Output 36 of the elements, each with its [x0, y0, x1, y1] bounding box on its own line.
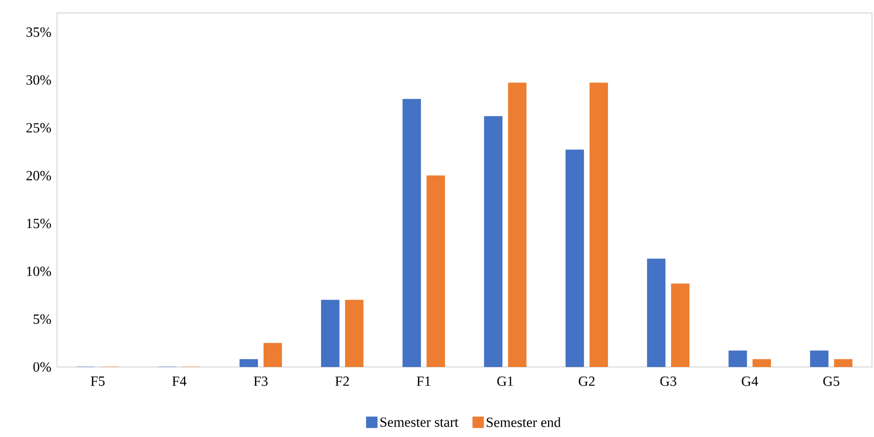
x-tick-label: G5 — [823, 376, 840, 386]
x-tick-label: G4 — [742, 376, 758, 386]
bar — [264, 342, 282, 367]
bar — [671, 284, 690, 367]
bar — [728, 350, 747, 367]
bar — [484, 116, 502, 367]
bar — [810, 350, 828, 367]
x-tick-label: F2 — [335, 376, 349, 386]
x-tick-label: F5 — [90, 376, 105, 386]
legend-label: Semester end — [486, 417, 561, 428]
x-tick-label: F4 — [172, 376, 186, 386]
bar — [566, 150, 584, 367]
y-tick-label: 5% — [34, 314, 51, 324]
bar — [508, 82, 526, 367]
y-tick-label: 0% — [33, 362, 51, 372]
bar — [240, 359, 258, 367]
x-tick-label: G3 — [660, 376, 676, 386]
x-tick-label: F1 — [416, 376, 430, 386]
y-tick-label: 20% — [26, 170, 51, 180]
bar — [345, 300, 364, 367]
bar — [590, 82, 608, 367]
y-tick-label: 15% — [27, 218, 51, 228]
x-tick-label: G1 — [497, 376, 513, 386]
bar — [321, 300, 340, 367]
y-tick-label: 30% — [26, 75, 51, 85]
bar — [402, 98, 421, 367]
bar — [834, 359, 852, 367]
y-tick-label: 10% — [27, 266, 51, 276]
x-tick-label: G2 — [578, 376, 595, 386]
y-tick-label: 35% — [26, 27, 51, 37]
y-tick-label: 25% — [26, 123, 51, 133]
bar — [752, 359, 771, 367]
legend-label: Semester start — [380, 417, 458, 427]
x-tick-label: F3 — [254, 376, 268, 386]
bar — [426, 175, 445, 367]
bar — [647, 258, 666, 367]
